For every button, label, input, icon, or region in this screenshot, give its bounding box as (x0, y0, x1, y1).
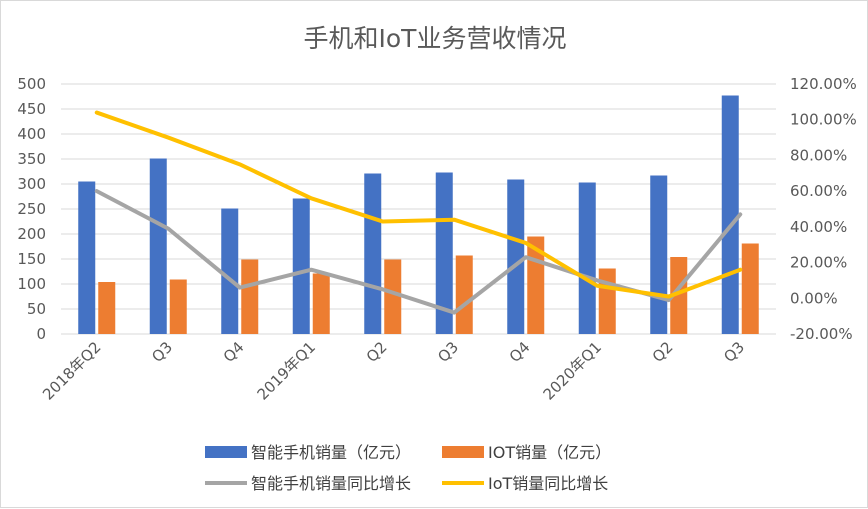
x-axis-tick-label: 2019年Q1 (254, 338, 319, 403)
left-axis-tick-label: 150 (17, 250, 46, 268)
bar-smartphone (507, 179, 525, 334)
line-iot-yoy (94, 110, 743, 299)
left-axis-tick-label: 500 (17, 75, 46, 93)
right-axis-tick-label: 80.00% (790, 146, 847, 164)
right-axis-tick-label: 100.00% (790, 111, 857, 129)
bar-smartphone (149, 158, 167, 334)
legend-label: 智能手机销量（亿元） (251, 443, 411, 462)
right-axis-tick-label: -20.00% (790, 325, 853, 343)
bar-smartphone (221, 208, 239, 334)
right-axis-tick-label: 120.00% (790, 75, 857, 93)
right-axis-tick-label: 40.00% (790, 218, 847, 236)
bar-iot (598, 268, 616, 334)
x-axis-tick-label: 2020年Q1 (540, 338, 605, 403)
right-axis-tick-label: 60.00% (790, 182, 847, 200)
bar-iot (741, 243, 759, 334)
x-axis-tick-label: Q3 (720, 338, 748, 366)
legend-swatch (442, 446, 484, 458)
bar-smartphone (650, 175, 668, 334)
left-axis-tick-label: 200 (17, 225, 46, 243)
right-axis-tick-label: 20.00% (790, 254, 847, 272)
right-axis-tick-label: 0.00% (790, 289, 838, 307)
bar-smartphone (721, 95, 739, 334)
left-axis-tick-label: 100 (17, 275, 46, 293)
x-axis-tick-label: Q2 (649, 338, 677, 366)
bar-smartphone (292, 198, 310, 334)
bar-iot (169, 279, 187, 334)
bar-smartphone (78, 181, 96, 334)
legend-label: 智能手机销量同比增长 (251, 474, 411, 493)
chart-title: 手机和IoT业务营收情况 (304, 24, 567, 53)
left-axis-tick-label: 250 (17, 200, 46, 218)
x-axis-tick-label: Q4 (220, 338, 248, 366)
bar-smartphone (364, 173, 382, 334)
x-axis-tick-label: 2018年Q2 (39, 338, 104, 403)
bar-smartphone (435, 172, 453, 334)
legend-swatch (205, 446, 247, 458)
legend-label: IOT销量（亿元） (488, 443, 611, 462)
x-axis-tick-label: Q4 (506, 338, 534, 366)
x-axis-tick-label: Q3 (434, 338, 462, 366)
left-axis-tick-label: 350 (17, 150, 46, 168)
bar-smartphone (578, 182, 596, 334)
left-axis-tick-label: 0 (36, 325, 46, 343)
x-axis-tick-label: Q3 (148, 338, 176, 366)
bar-iot (241, 259, 259, 334)
bar-iot (670, 257, 688, 334)
left-axis-tick-label: 50 (27, 300, 46, 318)
x-axis-tick-label: Q2 (363, 338, 391, 366)
bar-iot (98, 282, 116, 334)
bar-iot (312, 273, 330, 334)
left-axis-tick-label: 300 (17, 175, 46, 193)
legend-label: IoT销量同比增长 (488, 474, 608, 493)
bar-iot (384, 259, 402, 334)
left-axis-tick-label: 450 (17, 100, 46, 118)
bar-iot (455, 255, 473, 334)
left-axis-tick-label: 400 (17, 125, 46, 143)
